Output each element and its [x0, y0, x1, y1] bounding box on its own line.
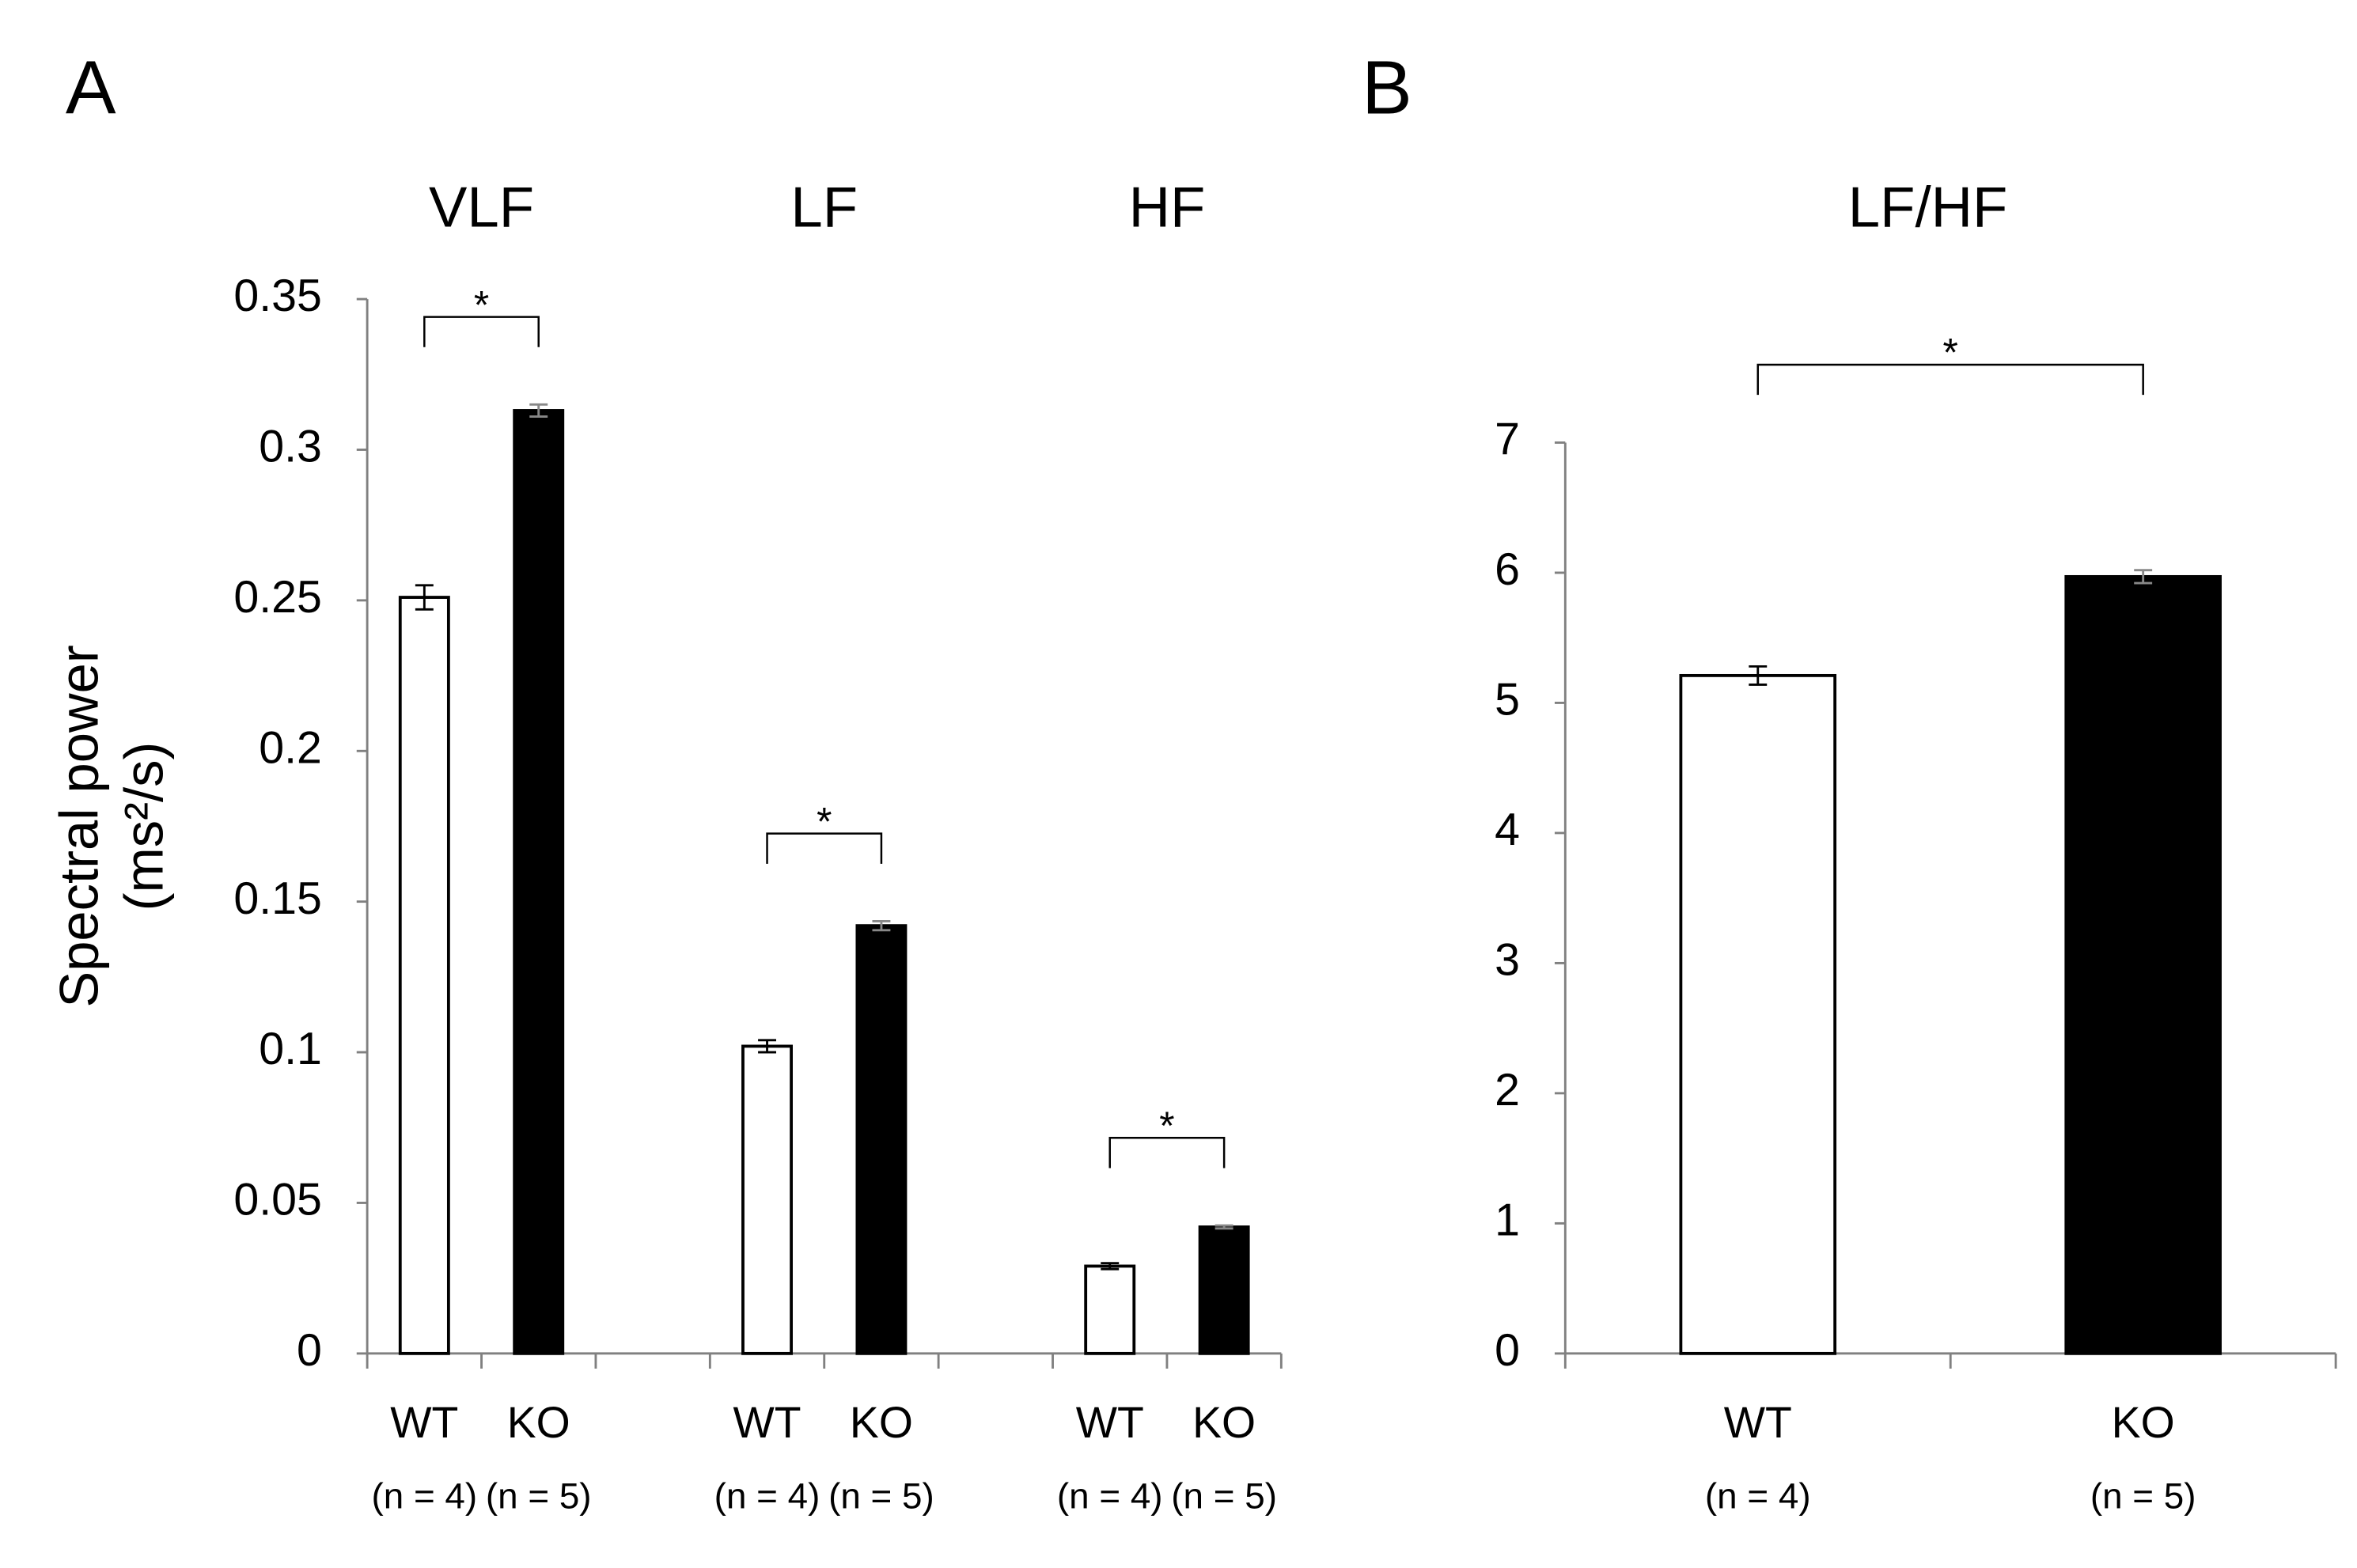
x-tick-label: WT	[1076, 1398, 1144, 1447]
y-tick-label: 2	[1495, 1065, 1520, 1115]
sample-size: (n = 4)	[1705, 1475, 1811, 1516]
y-tick-label: 0.15	[233, 873, 321, 924]
y-tick-label: 5	[1495, 675, 1520, 725]
y-tick-label: 0	[297, 1325, 322, 1376]
y-tick-label: 0.1	[259, 1024, 322, 1074]
sample-size: (n = 5)	[2090, 1475, 2196, 1516]
sample-size: (n = 4)	[1057, 1475, 1163, 1516]
x-tick-label: KO	[850, 1398, 913, 1447]
y-tick-label: 3	[1495, 935, 1520, 986]
bar	[1198, 1225, 1250, 1355]
sample-size: (n = 4)	[714, 1475, 820, 1516]
y-tick-label: 0.3	[259, 422, 322, 472]
error-bar	[872, 919, 891, 932]
y-tick-label: 4	[1495, 805, 1520, 855]
error-bar	[1214, 1224, 1233, 1230]
significance-bracket	[1108, 1137, 1226, 1168]
panel-letter: B	[1362, 47, 1412, 131]
significance-mark: *	[474, 282, 489, 327]
bar	[513, 409, 565, 1355]
error-bar	[415, 584, 434, 611]
x-tick-label: WT	[733, 1398, 801, 1447]
x-tick-label: KO	[2112, 1398, 2175, 1447]
bar	[1084, 1264, 1136, 1355]
error-bar	[758, 1039, 776, 1054]
significance-mark: *	[1943, 331, 1958, 375]
y-tick-label: 0.2	[259, 722, 322, 773]
x-tick-label: KO	[1192, 1398, 1256, 1447]
y-axis-unit: (ms²/s)	[113, 742, 174, 911]
sample-size: (n = 5)	[828, 1475, 934, 1516]
x-tick-label: WT	[1724, 1398, 1792, 1447]
error-bar	[1749, 665, 1768, 686]
group-title: VLF	[429, 175, 534, 239]
y-tick-label: 0.25	[233, 572, 321, 623]
bar	[741, 1044, 793, 1355]
error-bar	[2134, 569, 2153, 585]
error-bar	[529, 403, 548, 419]
x-tick-label: WT	[390, 1398, 458, 1447]
significance-bracket	[423, 316, 540, 347]
sample-size: (n = 5)	[486, 1475, 592, 1516]
panel-letter: A	[66, 47, 116, 131]
group-title: HF	[1129, 175, 1206, 239]
bar	[855, 924, 908, 1355]
bar	[1679, 673, 1837, 1355]
y-tick-label: 0.35	[233, 271, 321, 321]
significance-mark: *	[1159, 1104, 1174, 1148]
y-tick-label: 0	[1495, 1325, 1520, 1376]
significance-mark: *	[817, 799, 832, 843]
sample-size: (n = 5)	[1171, 1475, 1277, 1516]
y-tick-label: 0.05	[233, 1175, 321, 1225]
chart-title: LF/HF	[1848, 175, 2008, 239]
y-tick-label: 6	[1495, 544, 1520, 595]
bar	[398, 596, 450, 1355]
y-tick-label: 7	[1495, 415, 1520, 465]
sample-size: (n = 4)	[371, 1475, 477, 1516]
x-tick-label: KO	[507, 1398, 570, 1447]
bar	[2064, 574, 2222, 1355]
significance-bracket	[766, 832, 883, 864]
y-tick-label: 1	[1495, 1195, 1520, 1245]
group-title: LF	[790, 175, 858, 239]
y-axis-label: Spectral power	[48, 645, 109, 1007]
significance-bracket	[1756, 363, 2144, 396]
error-bar	[1101, 1262, 1120, 1271]
